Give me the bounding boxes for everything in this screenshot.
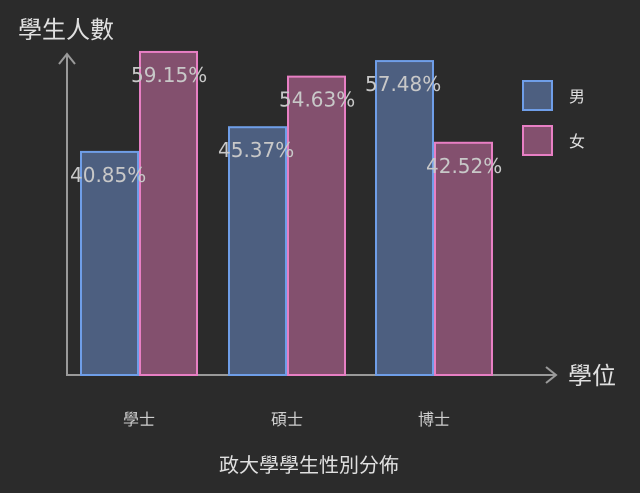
- legend-swatch-女: [522, 125, 553, 156]
- chart-title: 政大學學生性別分佈: [219, 453, 399, 477]
- data-label-博士-女: 42.52%: [426, 154, 502, 178]
- y-axis-title: 學生人數: [18, 16, 114, 44]
- bar-學士-女: [139, 50, 198, 376]
- x-tick-label: 碩士: [271, 410, 303, 429]
- legend-label-男: 男: [569, 87, 585, 106]
- data-label-碩士-男: 45.37%: [218, 138, 294, 162]
- y-axis-arrow: [58, 52, 76, 65]
- bar-博士-女: [434, 141, 493, 376]
- legend-swatch-男: [522, 80, 553, 111]
- x-axis-arrow: [545, 366, 558, 384]
- data-label-學士-女: 59.15%: [131, 63, 207, 87]
- x-tick-label: 博士: [418, 410, 450, 429]
- x-tick-label: 學士: [123, 410, 155, 429]
- legend: 男女: [522, 80, 585, 156]
- bar-博士-男: [375, 60, 434, 376]
- bars-group: [80, 50, 493, 377]
- x-axis-title: 學位: [568, 362, 616, 390]
- bar-碩士-男: [228, 126, 287, 376]
- data-label-博士-男: 57.48%: [365, 72, 441, 96]
- data-label-學士-男: 40.85%: [70, 163, 146, 187]
- legend-label-女: 女: [569, 132, 585, 151]
- x-tick-labels: 學士 碩士 博士: [123, 410, 450, 429]
- data-labels: 40.85% 59.15% 45.37% 54.63% 57.48% 42.52%: [70, 63, 502, 187]
- data-label-碩士-女: 54.63%: [279, 88, 355, 112]
- bar-碩士-女: [287, 75, 346, 377]
- bar-學士-男: [80, 150, 139, 376]
